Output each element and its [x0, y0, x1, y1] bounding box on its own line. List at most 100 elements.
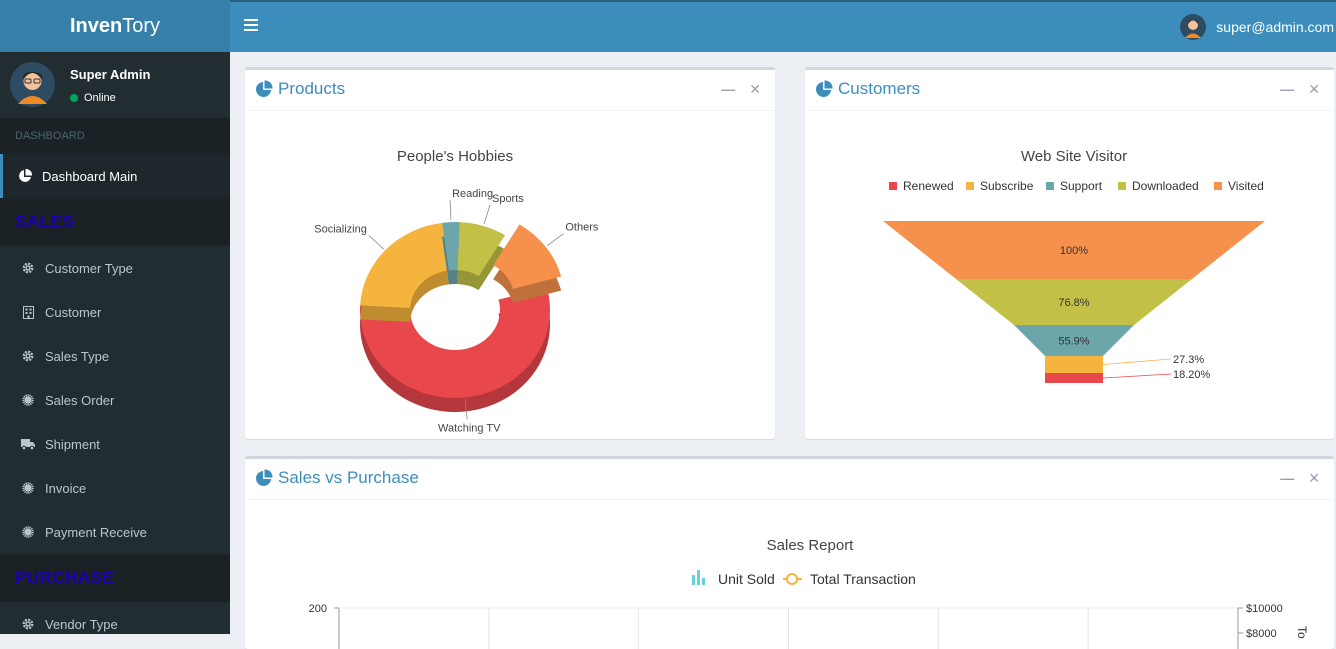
- y-right-tick-label: $8000: [1246, 628, 1277, 640]
- y-left-tick-label: 200: [309, 603, 327, 615]
- funnel-legend-item[interactable]: Subscribe: [966, 179, 1034, 193]
- sidebar-item-vendor-type[interactable]: Vendor Type: [0, 602, 230, 646]
- user-avatar-small-icon: [1180, 14, 1207, 40]
- funnel-segment[interactable]: 27.3%: [1045, 354, 1204, 373]
- online-dot-icon: [70, 94, 78, 102]
- funnel-legend-item[interactable]: Renewed: [889, 179, 954, 193]
- chart-title: Web Site Visitor: [1021, 148, 1127, 165]
- top-navbar: super@admin.com: [230, 0, 1336, 52]
- pie-slice[interactable]: Socializing: [314, 222, 449, 322]
- sales-box-title: Sales vs Purchase: [255, 468, 419, 488]
- user-panel: Super Admin Online: [0, 52, 230, 118]
- user-menu[interactable]: super@admin.com: [1180, 14, 1334, 40]
- funnel-legend-item[interactable]: Downloaded: [1118, 179, 1199, 193]
- sales-box: Sales vs Purchase — ✕ Sales Report Unit …: [245, 456, 1334, 649]
- menu-header-purchase: PURCHASE: [0, 554, 230, 602]
- legend-unit-sold[interactable]: Unit Sold: [692, 570, 775, 587]
- funnel-segment[interactable]: 55.9%: [1014, 325, 1134, 356]
- menu-header-dashboard: DASHBOARD: [0, 118, 230, 154]
- pie-slice-label: Socializing: [314, 224, 367, 236]
- legend-label: Renewed: [903, 179, 954, 193]
- user-avatar-icon: [10, 62, 55, 107]
- funnel-value-label: 100%: [1060, 245, 1088, 257]
- sidebar-item-label: Dashboard Main: [42, 168, 138, 184]
- funnel-segment[interactable]: 76.8%: [956, 279, 1192, 325]
- sidebar-item-label: Sales Type: [45, 348, 110, 364]
- truck-icon: [21, 437, 35, 451]
- sidebar-item-invoice[interactable]: Invoice: [0, 466, 230, 510]
- sidebar-item-label: Sales Order: [45, 392, 115, 408]
- sales-box-header: Sales vs Purchase — ✕: [245, 459, 1334, 500]
- logo-bold-text: Inven: [69, 14, 123, 37]
- hobbies-pie-chart: People's Hobbies Watching TV Socializing R…: [314, 148, 599, 434]
- customers-box-tools: — ✕: [1266, 82, 1320, 96]
- pie-slice-label: Watching TV: [438, 422, 501, 434]
- customers-box: Customers — ✕ Web Site Visitor Renewed Su…: [805, 67, 1334, 439]
- products-title-text: Products: [278, 79, 346, 98]
- user-name: Super Admin: [70, 67, 151, 82]
- sidebar-item-label: Payment Receive: [45, 524, 147, 540]
- legend-label: Support: [1060, 179, 1103, 193]
- gear-icon: [21, 617, 35, 631]
- menu-header-sales: SALES: [0, 198, 230, 246]
- logo-rest-text: Tory: [122, 14, 161, 37]
- sidebar-item-customer-type[interactable]: Customer Type: [0, 246, 230, 290]
- close-icon[interactable]: ✕: [1308, 81, 1320, 97]
- close-icon[interactable]: ✕: [749, 81, 761, 97]
- collapse-icon[interactable]: —: [1280, 81, 1295, 97]
- user-status-label: Online: [84, 92, 116, 104]
- sidebar-item-shipment[interactable]: Shipment: [0, 422, 230, 466]
- sidebar-item-customer[interactable]: Customer: [0, 290, 230, 334]
- collapse-icon[interactable]: —: [1280, 470, 1295, 486]
- gear-icon: [21, 349, 35, 363]
- user-email: super@admin.com: [1216, 19, 1334, 35]
- sidebar-item-label: Customer: [45, 304, 102, 320]
- legend-total-transaction[interactable]: Total Transaction: [783, 571, 916, 587]
- funnel-segment[interactable]: 18.20%: [1045, 369, 1211, 383]
- sidebar-item-sales-order[interactable]: Sales Order: [0, 378, 230, 422]
- visitor-funnel-chart: Web Site Visitor Renewed Subscribe Support…: [883, 148, 1265, 383]
- funnel-value-label: 55.9%: [1058, 336, 1089, 348]
- pie-slice-label: Sports: [492, 193, 524, 205]
- funnel-value-label: 18.20%: [1173, 369, 1211, 381]
- pie-slice[interactable]: Others: [493, 222, 599, 303]
- sidebar-item-payment-receive[interactable]: Payment Receive: [0, 510, 230, 554]
- customers-title-text: Customers: [838, 79, 921, 98]
- sidebar-item-label: Vendor Type: [45, 616, 118, 632]
- products-box-tools: — ✕: [707, 82, 761, 96]
- building-icon: [21, 305, 35, 319]
- y-right-tick-label: $10000: [1246, 603, 1283, 615]
- products-box-title: Products: [255, 79, 345, 99]
- pie-slice[interactable]: Sports: [457, 193, 524, 291]
- products-box-header: Products — ✕: [245, 70, 775, 111]
- sidebar-item-sales-type[interactable]: Sales Type: [0, 334, 230, 378]
- funnel-legend-item[interactable]: Visited: [1214, 179, 1264, 193]
- app-logo[interactable]: Inven Tory: [0, 0, 230, 52]
- legend-label: Downloaded: [1132, 179, 1199, 193]
- legend-label: Unit Sold: [718, 571, 775, 587]
- funnel-value-label: 76.8%: [1058, 297, 1089, 309]
- sidebar-item-dashboard-main[interactable]: Dashboard Main: [0, 154, 230, 198]
- pie-chart-icon: [18, 169, 32, 183]
- funnel-value-label: 27.3%: [1173, 354, 1204, 366]
- gear-icon: [21, 261, 35, 275]
- funnel-legend-item[interactable]: Support: [1046, 179, 1103, 193]
- chart-title: People's Hobbies: [397, 148, 513, 165]
- sidebar: Super Admin Online DASHBOARD Dashboard M…: [0, 52, 230, 634]
- sidebar-item-label: Invoice: [45, 480, 87, 496]
- pie-slice[interactable]: Reading: [442, 188, 493, 285]
- pie-chart-icon: [256, 469, 273, 486]
- sales-box-tools: — ✕: [1266, 471, 1320, 485]
- collapse-icon[interactable]: —: [721, 81, 736, 97]
- close-icon[interactable]: ✕: [1308, 470, 1320, 486]
- funnel-segment[interactable]: 100%: [883, 221, 1265, 279]
- legend-label: Subscribe: [980, 179, 1034, 193]
- y-right-axis-label: To: [1295, 626, 1309, 639]
- sales-title-text: Sales vs Purchase: [278, 468, 419, 487]
- chart-title: Sales Report: [767, 537, 855, 554]
- pie-slice-label: Others: [565, 222, 599, 234]
- pie-chart-icon: [816, 80, 833, 97]
- certificate-icon: [21, 481, 35, 495]
- customers-box-header: Customers — ✕: [805, 70, 1334, 111]
- sidebar-toggle-icon[interactable]: [244, 19, 258, 31]
